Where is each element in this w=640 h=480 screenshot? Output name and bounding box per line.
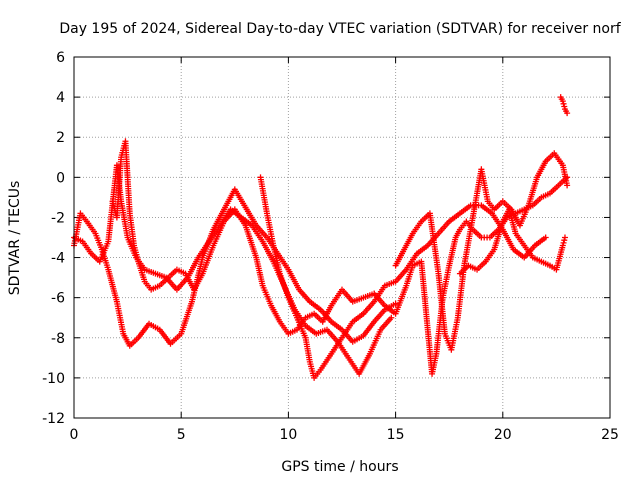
data-point (561, 103, 568, 110)
y-tick-label: -8 (51, 331, 65, 347)
data-point (564, 182, 571, 189)
data-point (388, 314, 395, 321)
y-tick-label: -10 (42, 371, 65, 387)
y-tick-label: -12 (42, 411, 65, 427)
y-tick-label: 2 (56, 130, 65, 146)
plot-frame (73, 56, 611, 419)
x-tick-label: 0 (70, 427, 79, 443)
y-tick-label: 0 (56, 170, 65, 186)
x-tick-label: 25 (601, 427, 619, 443)
y-tick-label: -4 (51, 251, 65, 267)
data-point (560, 239, 567, 246)
x-tick-label: 10 (279, 427, 297, 443)
y-tick-label: 4 (56, 90, 65, 106)
data-point (560, 100, 567, 107)
data-point (561, 237, 568, 244)
y-tick-label: -6 (51, 291, 65, 307)
x-axis-label: GPS time / hours (281, 459, 398, 475)
data-point (559, 242, 566, 249)
data-point (542, 234, 549, 241)
chart-title: Day 195 of 2024, Sidereal Day-to-day VTE… (59, 21, 621, 37)
data-point (561, 234, 568, 241)
x-tick-label: 20 (494, 427, 512, 443)
data-point (564, 110, 571, 117)
y-tick-label: -2 (51, 210, 65, 226)
x-tick-label: 15 (387, 427, 405, 443)
data-point (392, 300, 399, 307)
x-tick-label: 5 (177, 427, 186, 443)
data-points (71, 94, 571, 381)
data-point (559, 98, 566, 105)
y-axis-label: SDTVAR / TECUs (7, 181, 23, 296)
grid (74, 57, 610, 418)
y-tick-label: 6 (56, 50, 65, 66)
